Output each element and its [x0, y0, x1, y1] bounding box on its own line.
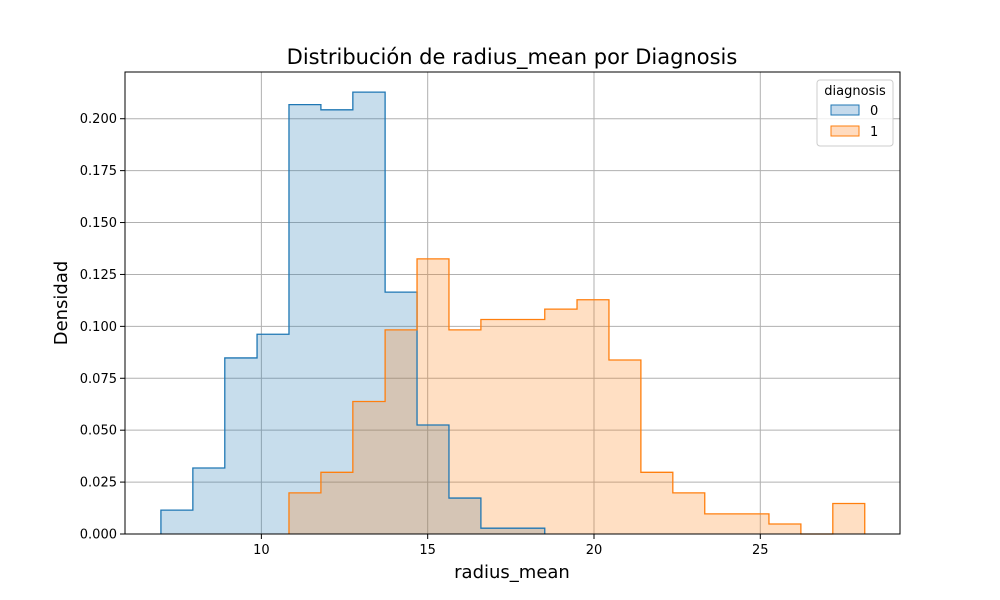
plot-background [125, 72, 900, 534]
x-tick-label: 10 [253, 543, 270, 558]
grid-lines [125, 72, 900, 535]
series-outlines [160, 91, 866, 535]
series-0-area [160, 92, 545, 534]
y-tick-label: 0.075 [80, 372, 117, 387]
y-axis-ticks: 0.000 0.025 0.050 0.075 0.100 0.125 0.150 0.175… [80, 112, 125, 543]
y-tick-label: 0.025 [80, 476, 117, 491]
plot-frame [124, 71, 901, 535]
y-tick-label: 0.050 [80, 424, 117, 439]
x-tick-label: 25 [752, 543, 769, 558]
series-fills [160, 92, 865, 534]
legend-label-0: 0 [870, 104, 878, 119]
chart-title: Distribución de radius_mean por Diagnosi… [287, 45, 738, 70]
y-tick-label: 0.000 [80, 528, 117, 543]
legend-swatch-1 [830, 125, 860, 137]
x-tick-label: 20 [586, 543, 603, 558]
legend-label-1: 1 [870, 125, 878, 140]
y-tick-label: 0.125 [80, 268, 117, 283]
y-tick-label: 0.175 [80, 164, 117, 179]
y-tick-label: 0.200 [80, 112, 117, 127]
x-tick-label: 15 [419, 543, 436, 558]
series-0-step-line [160, 91, 546, 534]
legend: diagnosis 0 1 [816, 79, 894, 147]
y-axis-label: Densidad [51, 261, 72, 346]
y-tick-label: 0.150 [80, 216, 117, 231]
legend-swatch-0 [830, 104, 860, 116]
legend-title: diagnosis [824, 84, 886, 99]
series-1-step-line [288, 258, 866, 535]
x-axis-ticks: 10 15 20 25 [253, 534, 769, 558]
series-1-area [288, 258, 865, 534]
y-tick-label: 0.100 [80, 320, 117, 335]
x-axis-label: radius_mean [454, 562, 570, 583]
